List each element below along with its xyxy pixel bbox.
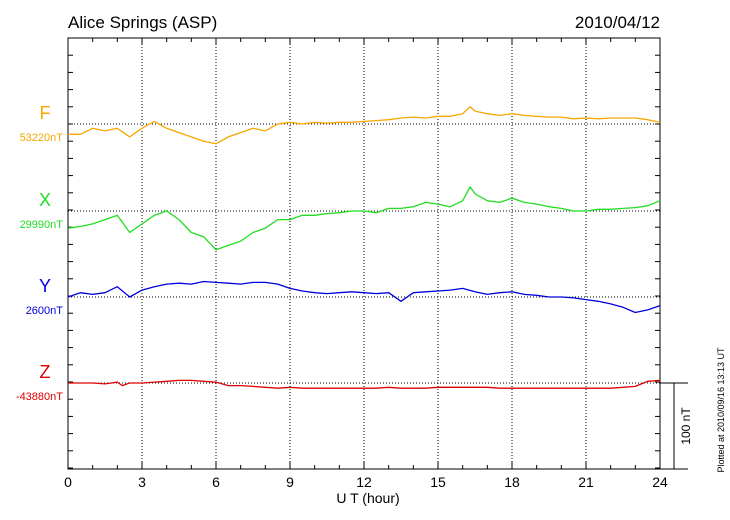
x-tick-label: 3 — [138, 474, 146, 490]
x-tick-label: 9 — [286, 474, 294, 490]
x-tick-labels: 0 3 6 9 12 15 18 21 24 — [64, 474, 668, 490]
scale-bar: 100 nT — [660, 382, 693, 470]
series-baseline-z: -43880nT — [16, 391, 63, 403]
x-tick-label: 6 — [212, 474, 220, 490]
series-layer — [67, 106, 661, 389]
series-baseline-x: 29990nT — [20, 219, 64, 231]
scale-bar-label: 100 nT — [679, 407, 693, 445]
x-axis-label: U T (hour) — [336, 490, 399, 506]
axis-ticks — [67, 38, 661, 469]
x-tick-label: 21 — [578, 474, 594, 490]
x-tick-label: 12 — [356, 474, 372, 490]
grid-lines — [68, 38, 660, 469]
series-line-f — [68, 106, 661, 145]
series-line-z — [68, 379, 661, 389]
series-name-z: Z — [40, 362, 51, 382]
series-baseline-y: 2600nT — [26, 305, 64, 317]
plotted-timestamp: Plotted at 2010/09/16 13:13 UT — [716, 347, 726, 473]
series-labels: F 53220nT X 29990nT Y 2600nT Z -43880nT — [16, 103, 63, 403]
series-baseline-f: 53220nT — [20, 132, 64, 144]
series-line-y — [67, 280, 661, 314]
x-tick-label: 24 — [652, 474, 668, 490]
series-line-x — [67, 186, 661, 251]
chart-date: 2010/04/12 — [575, 13, 660, 32]
chart-title: Alice Springs (ASP) — [68, 13, 217, 32]
x-tick-label: 18 — [504, 474, 520, 490]
series-name-y: Y — [39, 276, 51, 296]
x-tick-label: 0 — [64, 474, 72, 490]
series-name-f: F — [40, 103, 51, 123]
series-name-x: X — [39, 190, 51, 210]
x-tick-label: 15 — [430, 474, 446, 490]
